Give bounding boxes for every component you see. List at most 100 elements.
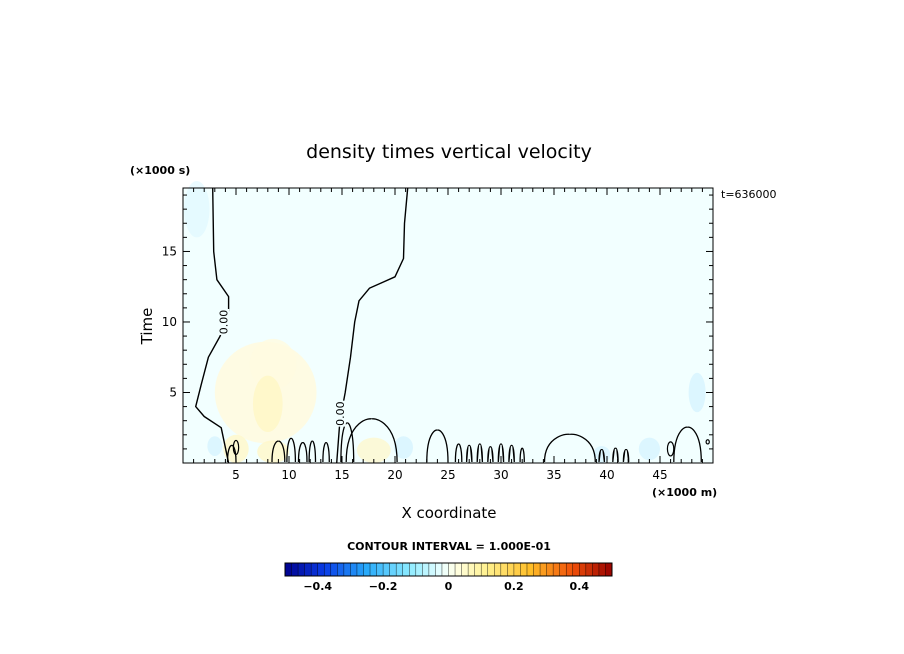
contour-label: 0.00 [334,401,347,426]
colorbar-cell [298,563,305,576]
x-tick-label: 25 [440,468,455,482]
ground-contour [543,433,596,463]
colorbar-cell [337,563,345,576]
x-tick-label: 20 [387,468,402,482]
colorbar-cell [494,563,502,576]
colorbar [284,562,613,577]
colorbar-cell [370,563,377,576]
field-blob [638,437,661,461]
colorbar-cell [526,563,534,576]
x-tick-label: 45 [652,468,667,482]
colorbar-cell [409,563,417,576]
colorbar-cell [474,563,482,576]
ground-contour [673,426,702,463]
colorbar-tick-label: 0.2 [504,580,524,593]
x-axis-label: X coordinate [401,504,496,522]
colorbar-tick-label: 0.4 [570,580,590,593]
ground-contour [297,442,308,463]
ground-contour [612,447,619,463]
zero-contours [195,187,409,464]
ground-contour [622,448,630,463]
x-axis-unit: (×1000 m) [652,486,717,499]
colorbar-cell [402,563,410,576]
zero-contour-line [336,187,409,464]
colorbar-cell [383,563,390,576]
colorbar-cell [507,563,515,576]
time-stamp: t=636000 [721,188,777,201]
colorbar-cell [572,563,580,576]
field-blob [252,375,283,432]
ground-contour [286,437,297,463]
near-ground-contours [226,418,710,463]
field-blob [688,372,706,413]
colorbar-cell [487,563,495,576]
colorbar-cell [546,563,554,576]
ground-contour [454,443,463,463]
contour-label-bg [333,400,346,427]
colorbar-cell [376,563,384,576]
colorbar-tick-label: −0.2 [369,580,398,593]
colorbar-cell [605,563,613,576]
colorbar-tick-label: 0 [445,580,453,593]
x-tick-label: 40 [599,468,614,482]
colorbar-cell [304,563,312,576]
colorbar-cell [455,563,462,576]
colorbar-cell [592,563,600,576]
contour-label-bg [217,308,230,335]
ground-contour [465,444,473,463]
x-tick-labels: 5 10 15 20 25 30 35 40 45 [232,468,667,482]
colorbar-cell [553,563,560,576]
colorbar-cell [330,563,338,576]
contour-labels: 0.00 0.00 [217,308,347,427]
colorbar-cell [428,563,436,576]
small-contour-loop [705,439,710,445]
colorbar-cell [415,563,423,576]
ground-contour [322,442,330,463]
colorbar-cell [356,563,364,576]
colorbar-cell [343,563,351,576]
ground-contour [271,440,286,463]
colorbar-cell [559,563,567,576]
field-blob [593,446,611,463]
x-tick-label: 10 [281,468,296,482]
y-axis-unit: (×1000 s) [130,164,190,177]
colorbar-cell [468,563,475,576]
ground-contour [308,440,317,463]
ground-contour [487,446,494,463]
field-blob [207,436,223,456]
ground-contour [426,429,449,463]
chart-title: density times vertical velocity [306,141,592,163]
colorbar-cell [461,563,469,576]
colorbar-cell [350,563,358,576]
colorbar-cell [422,563,430,576]
field-blob [249,338,297,390]
colorbar-cell [540,563,547,576]
field-blobs [184,180,706,463]
contour-label: 0.00 [217,310,230,335]
x-tick-label: 5 [232,468,240,482]
plot-area: 0.00 0.00 [182,180,714,464]
y-tick-label: 5 [169,385,177,399]
colorbar-cell [389,563,397,576]
small-contour-loop [232,439,240,456]
field-blob [356,437,391,463]
ground-contour [476,443,484,463]
zero-contour-line [195,187,230,464]
x-tick-label: 30 [493,468,508,482]
colorbar-cell [520,563,528,576]
y-axis-label: Time [138,308,156,346]
ground-contour [226,444,237,463]
colorbar-cell [324,563,332,576]
colorbar-cell [585,563,593,576]
ground-contour [340,422,355,463]
x-tick-label: 35 [546,468,561,482]
colorbar-cell [285,563,292,576]
contour-interval-text: CONTOUR INTERVAL = 1.000E-01 [347,540,551,553]
colorbar-cell [500,563,508,576]
ground-contour [519,447,525,463]
y-tick-label: 10 [162,315,177,329]
field-blob [223,434,249,463]
colorbar-cell [481,563,489,576]
colorbar-cell [363,563,371,576]
